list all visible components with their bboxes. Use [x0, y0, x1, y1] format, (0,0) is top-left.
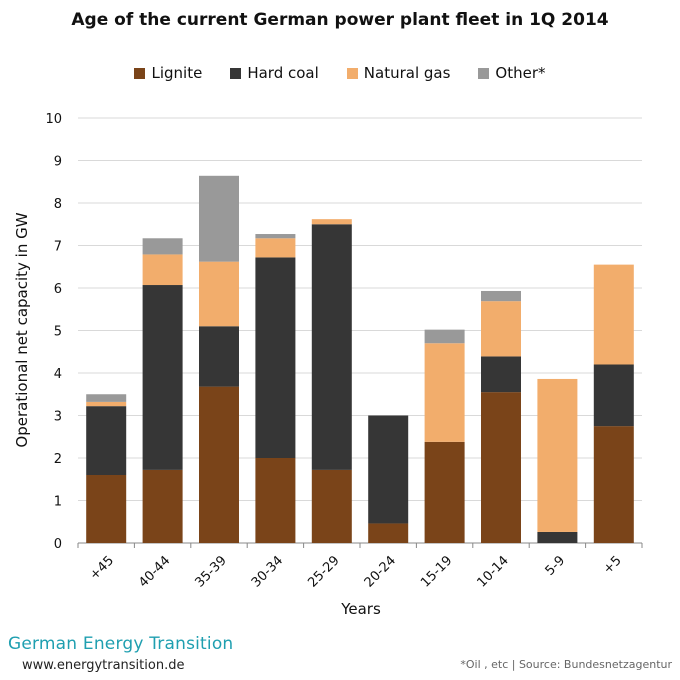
bar-segment-hard-coal-4 [311, 224, 352, 470]
legend-label-hard-coal: Hard coal [247, 64, 319, 82]
y-tick-label: 4 [54, 367, 62, 382]
y-tick-label: 8 [54, 197, 62, 212]
bar-segment-lignite-2 [199, 386, 239, 543]
y-tick-label: 1 [54, 495, 62, 510]
bar-segment-hard-coal-7 [481, 356, 521, 393]
chart-title: Age of the current German power plant fl… [71, 10, 609, 30]
source-note: *Oil , etc | Source: Bundesnetzagentur [460, 658, 672, 671]
x-tick-label: 15-19 [418, 553, 455, 590]
y-tick-label: 5 [54, 325, 62, 340]
bar-segment-other-7 [481, 290, 521, 302]
bar-segment-natural-gas-8 [537, 378, 578, 532]
bar-segment-natural-gas-6 [424, 343, 465, 442]
bar-segment-natural-gas-7 [481, 301, 521, 357]
bar-segment-natural-gas-4 [311, 219, 352, 225]
x-tick-label: +5 [600, 553, 624, 577]
y-tick-label: 2 [54, 452, 62, 467]
x-tick-label: 25-29 [305, 553, 342, 590]
legend-item-natural-gas: Natural gas [346, 64, 451, 82]
bars [86, 175, 634, 543]
brand-url[interactable]: www.energytransition.de [22, 658, 185, 673]
bar-segment-other-1 [142, 238, 183, 255]
bar-segment-hard-coal-0 [86, 406, 127, 475]
x-tick-label: 10-14 [475, 553, 512, 590]
legend-item-other: Other* [478, 64, 546, 82]
bar-segment-lignite-4 [311, 469, 352, 543]
brand-name: German Energy Transition [8, 634, 234, 654]
legend: Lignite Hard coal Natural gas Other* [0, 64, 680, 82]
bar-segment-hard-coal-9 [593, 364, 634, 427]
bar-segment-hard-coal-2 [199, 326, 239, 387]
bar-segment-lignite-0 [86, 475, 127, 543]
bar-segment-other-0 [86, 394, 127, 402]
legend-swatch-natural-gas [346, 67, 358, 79]
y-tick-label: 10 [45, 112, 62, 127]
bar-chart: 0 1 2 3 4 5 6 7 8 9 10 +45 40-44 35-39 30-34 25-29 20-2… [13, 112, 643, 618]
legend-label-other: Other* [495, 64, 546, 82]
bar-segment-lignite-6 [424, 441, 465, 543]
bar-segment-lignite-3 [255, 458, 296, 543]
bar-segment-lignite-1 [142, 469, 183, 543]
x-tick-label: +45 [87, 553, 117, 583]
legend-item-lignite: Lignite [134, 64, 202, 82]
y-tick-label: 3 [54, 410, 62, 425]
x-tick-label: 20-24 [362, 553, 399, 590]
x-tick-label: 35-39 [193, 553, 230, 590]
x-tick-label: 30-34 [249, 553, 286, 590]
bar-segment-natural-gas-0 [86, 401, 127, 407]
y-tick-label: 0 [54, 537, 62, 552]
legend-label-lignite: Lignite [151, 64, 203, 82]
bar-segment-hard-coal-5 [368, 415, 409, 524]
x-tick-labels: +45 40-44 35-39 30-34 25-29 20-24 15-19 10-14 5-… [77, 543, 643, 591]
bar-segment-natural-gas-2 [199, 261, 239, 327]
legend-swatch-other [478, 67, 490, 79]
x-axis-label: Years [340, 600, 381, 618]
y-tick-label: 6 [54, 282, 62, 297]
x-tick-label: 5-9 [543, 553, 569, 579]
bar-segment-other-3 [255, 234, 296, 239]
bar-segment-other-6 [424, 329, 465, 344]
x-tick-label: 40-44 [136, 553, 173, 590]
bar-segment-lignite-7 [481, 392, 521, 543]
bar-segment-lignite-5 [368, 523, 409, 543]
bar-segment-hard-coal-8 [537, 531, 578, 543]
legend-swatch-hard-coal [230, 67, 242, 79]
y-tick-label: 9 [54, 155, 62, 170]
bar-segment-natural-gas-3 [255, 238, 296, 258]
legend-item-hard-coal: Hard coal [230, 64, 319, 82]
y-tick-label: 7 [54, 240, 62, 255]
y-tick-labels: 0 1 2 3 4 5 6 7 8 9 10 [45, 112, 62, 552]
bar-segment-hard-coal-3 [255, 257, 296, 458]
y-axis-label: Operational net capacity in GW [13, 212, 31, 447]
bar-segment-hard-coal-1 [142, 285, 183, 470]
bar-segment-natural-gas-9 [593, 264, 634, 365]
bar-segment-other-2 [199, 175, 239, 262]
legend-label-natural-gas: Natural gas [363, 64, 451, 82]
bar-segment-natural-gas-1 [142, 254, 183, 286]
bar-segment-lignite-9 [593, 426, 634, 543]
legend-swatch-lignite [134, 67, 146, 79]
